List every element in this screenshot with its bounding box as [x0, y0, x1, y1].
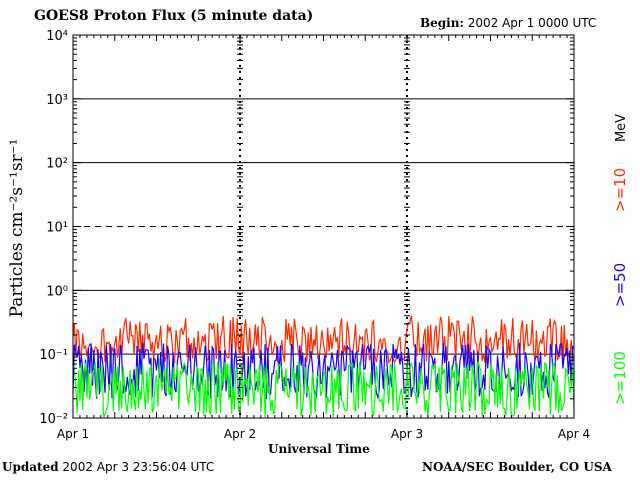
- begin-label: Begin:: [420, 16, 464, 30]
- x-tick-label: Apr 1: [57, 427, 89, 441]
- x-tick-label: Apr 2: [224, 427, 256, 441]
- y-tick-label: 10⁻²: [39, 412, 68, 427]
- x-tick-label: Apr 3: [391, 427, 423, 441]
- x-axis-label: Universal Time: [268, 442, 370, 456]
- y-tick-label: 10⁰: [46, 284, 68, 299]
- credit-text: NOAA/SEC Boulder, CO USA: [422, 460, 612, 474]
- updated-label: Updated: [2, 460, 59, 474]
- y-axis-label: Particles cm⁻²s⁻¹sr⁻¹: [7, 139, 27, 318]
- legend-unit: MeV: [614, 114, 629, 142]
- y-tick-label: 10⁻¹: [39, 348, 68, 363]
- y-tick-label: 10³: [46, 93, 68, 108]
- updated-value: 2002 Apr 3 23:56:04 UTC: [62, 460, 215, 474]
- chart-title: GOES8 Proton Flux (5 minute data): [34, 8, 314, 24]
- legend-50: >=50: [611, 263, 629, 307]
- legend-10: >=10: [611, 168, 629, 212]
- legend-100: >=100: [611, 351, 629, 405]
- series-10-line: [72, 315, 575, 365]
- series-50-line: [72, 342, 575, 400]
- y-tick-label: 10¹: [46, 221, 68, 236]
- x-tick-label: Apr 4: [558, 427, 590, 441]
- updated-time: Updated 2002 Apr 3 23:56:04 UTC: [2, 460, 214, 474]
- begin-time: Begin: 2002 Apr 1 0000 UTC: [420, 16, 596, 30]
- y-tick-label: 10⁴: [46, 29, 68, 44]
- begin-value: 2002 Apr 1 0000 UTC: [467, 16, 597, 30]
- y-tick-label: 10²: [46, 157, 68, 172]
- series-100-line: [72, 361, 575, 418]
